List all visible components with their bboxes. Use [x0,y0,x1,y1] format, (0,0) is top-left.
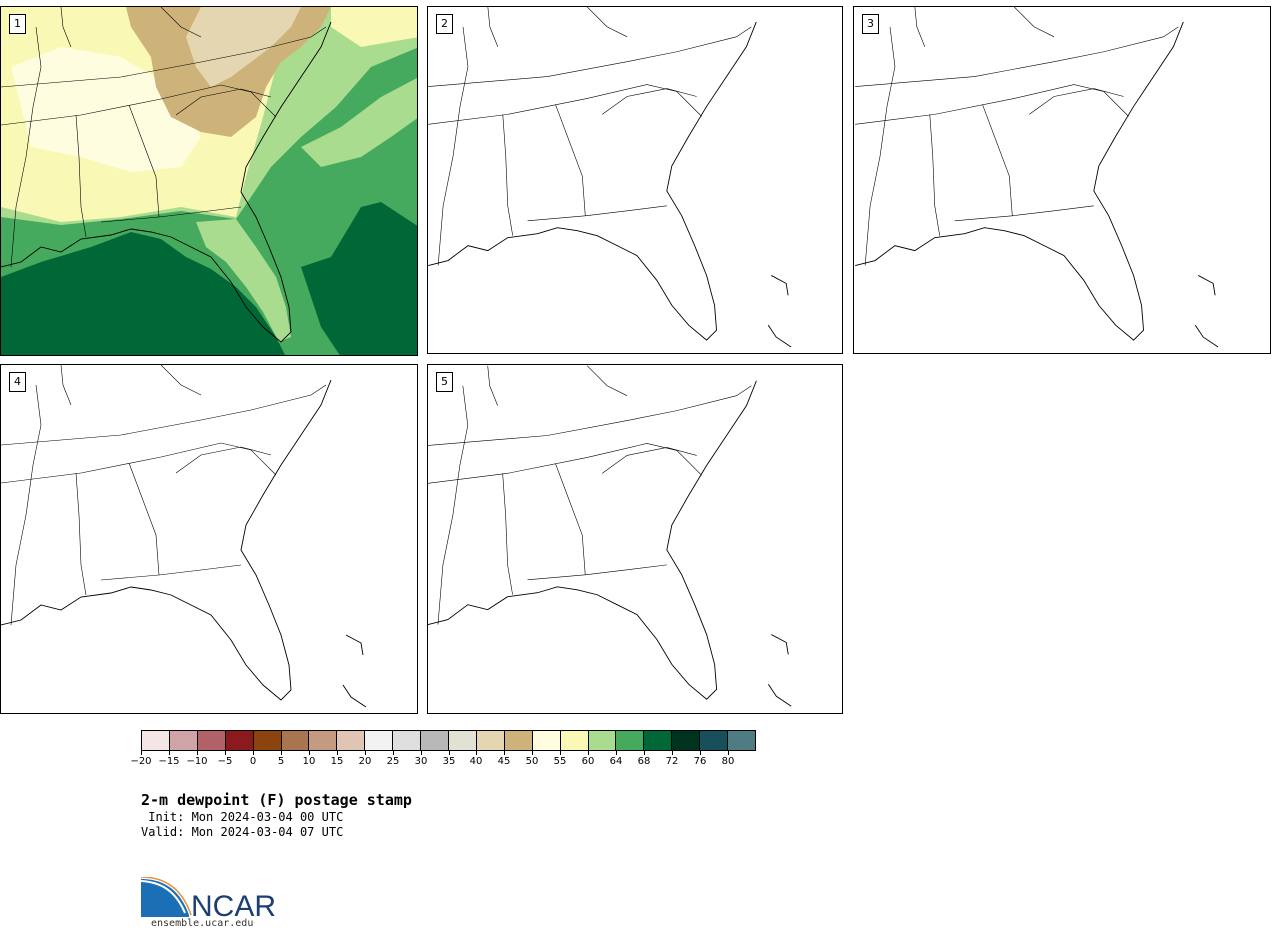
colorbar-cell [448,731,477,750]
ncar-logo: NCAR [141,877,276,923]
colorbar-tick-label: −10 [186,756,208,767]
colorbar-tick [225,751,226,755]
colorbar-tick-label: 20 [358,756,372,767]
state-boundaries-overlay [1,7,332,343]
colorbar-tick-label: −5 [217,756,233,767]
colorbar-tick-label: 80 [721,756,735,767]
colorbar-tick-label: −15 [158,756,180,767]
colorbar-cell [672,731,701,750]
colorbar-tick-label: 60 [581,756,595,767]
colorbar-tick [393,751,394,755]
colorbar-cell [142,731,170,750]
state-boundaries-map [428,7,792,348]
stamp-panel-4[interactable]: 4 [0,364,418,714]
colorbar-cell [532,731,561,750]
state-boundaries-map [1,365,367,708]
colorbar-tick [560,751,561,755]
colorbar-tick [309,751,310,755]
colorbar-tick [728,751,729,755]
stamp-panel-5[interactable]: 5 [427,364,843,714]
panel-number-4: 4 [9,372,26,392]
panel-number-1: 1 [9,14,26,34]
stamp-panel-2[interactable]: 2 [427,6,843,354]
colorbar-tick [588,751,589,755]
colorbar-cell [309,731,338,750]
stamp-panel-1[interactable]: 1 [0,6,418,356]
panel-number-3: 3 [862,14,879,34]
colorbar-tick-label: 25 [386,756,400,767]
colorbar-cell [365,731,394,750]
dewpoint-field-map [1,7,417,355]
logo-text: NCAR [191,890,276,923]
stamp-panel-3[interactable]: 3 [853,6,1271,354]
colorbar-cell [560,731,589,750]
colorbar-cell [728,731,755,750]
colorbar-cell [700,731,729,750]
colorbar-cell [588,731,617,750]
colorbar-tick-label: 10 [302,756,316,767]
colorbar-tick [365,751,366,755]
colorbar-tick-label: 35 [442,756,456,767]
colorbar-tick [616,751,617,755]
panel-number-2: 2 [436,14,453,34]
colorbar-tick-label: 55 [553,756,567,767]
colorbar-cell [504,731,533,750]
init-time: Init: Mon 2024-03-04 00 UTC [141,810,344,824]
colorbar-tick-label: 30 [414,756,428,767]
colorbar-tick-label: 64 [609,756,623,767]
valid-time: Valid: Mon 2024-03-04 07 UTC [141,825,344,839]
colorbar-tick-label: 45 [497,756,511,767]
colorbar-tick [281,751,282,755]
colorbar-tick [672,751,673,755]
title-block: 2-m dewpoint (F) postage stamp Init: Mon… [141,791,412,840]
colorbar-tick-label: 68 [637,756,651,767]
colorbar-tick-label: −20 [130,756,152,767]
colorbar-tick [197,751,198,755]
state-boundaries-map [428,365,792,707]
state-boundaries-map [855,7,1219,348]
colorbar-tick [337,751,338,755]
colorbar-cell [476,731,505,750]
colorbar-tick [449,751,450,755]
colorbar [141,730,756,751]
colorbar-cell [337,731,366,750]
colorbar-cell [644,731,673,750]
colorbar-tick-label: 5 [277,756,285,767]
colorbar-tick [700,751,701,755]
colorbar-tick [169,751,170,755]
colorbar-tick-label: 72 [665,756,679,767]
colorbar-tick [253,751,254,755]
colorbar-cell [393,731,422,750]
colorbar-tick [421,751,422,755]
panel-number-5: 5 [436,372,453,392]
colorbar-tick-label: 0 [249,756,257,767]
colorbar-tick [141,751,142,755]
colorbar-tick-label: 50 [525,756,539,767]
plot-title: 2-m dewpoint (F) postage stamp [141,791,412,809]
colorbar-tick-label: 40 [469,756,483,767]
colorbar-cell [197,731,226,750]
logo-url: ensemble.ucar.edu [151,918,254,929]
colorbar-tick [644,751,645,755]
colorbar-ticks: −20 −15 −10 −5 0 5 10 15 20 25 30 35 40 45 50 55 60 64 68 7… [130,751,756,771]
colorbar-cell [616,731,645,750]
colorbar-tick [532,751,533,755]
colorbar-tick-label: 76 [693,756,707,767]
colorbar-tick-label: 15 [330,756,344,767]
colorbar-tick [476,751,477,755]
colorbar-cell [225,731,254,750]
colorbar-cell [253,731,282,750]
colorbar-cell [281,731,310,750]
colorbar-tick [504,751,505,755]
colorbar-cell [421,731,449,750]
colorbar-cell [169,731,198,750]
